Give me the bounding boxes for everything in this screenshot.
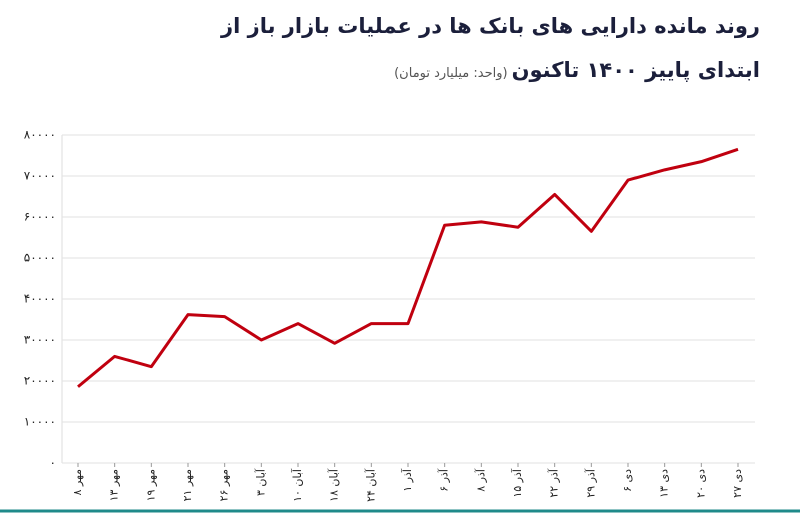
x-tick-label: ۱۸ آبان — [327, 468, 341, 502]
x-tick-label: ۲۰ دی — [694, 469, 707, 498]
x-tick-label: ۲۲ آذر — [547, 468, 561, 498]
y-tick-label: ۷۰۰۰۰ — [24, 169, 56, 183]
x-tick-label: ۱ آذر — [400, 468, 414, 492]
y-tick-label: ۶۰۰۰۰ — [24, 210, 56, 224]
x-tick-label: ۲۶ مهر — [218, 469, 231, 501]
y-tick-label: ۸۰۰۰۰ — [24, 128, 56, 142]
x-tick-label: ۱۳ مهر — [108, 469, 121, 501]
x-tick-label: ۳ آبان — [253, 468, 267, 496]
data-line — [77, 147, 739, 388]
chart-subtitle: ابتدای پاییز ۱۴۰۰ تاکنون — [511, 58, 760, 82]
x-tick-label: ۲۴ آبان — [363, 468, 377, 502]
y-tick-label: ۵۰۰۰۰ — [24, 251, 56, 265]
x-tick-label: ۶ آذر — [437, 468, 451, 492]
x-tick-label: ۲۷ دی — [731, 469, 744, 498]
y-tick-label: ۳۰۰۰۰ — [24, 333, 56, 347]
x-tick-label: ۸ مهر — [71, 469, 84, 496]
x-tick-label: ۱۵ آذر — [510, 468, 524, 498]
x-tick-label: ۲۹ آذر — [583, 468, 597, 498]
y-tick-label: ۲۰۰۰۰ — [24, 374, 56, 388]
x-tick-label: ۲۱ مهر — [181, 469, 194, 501]
x-tick-label: ۱۹ مهر — [144, 469, 157, 501]
y-tick-label: ۱۰۰۰۰ — [24, 415, 56, 429]
y-tick-label: ۴۰۰۰۰ — [24, 292, 56, 306]
x-tick-label: ۱۳ دی — [658, 469, 671, 498]
subtitle-row: ابتدای پاییز ۱۴۰۰ تاکنون (واحد: میلیارد … — [394, 58, 760, 82]
x-tick-label: ۱۰ آبان — [290, 468, 304, 502]
x-tick-label: ۸ آذر — [473, 468, 487, 492]
y-tick-label: ۰ — [50, 456, 56, 470]
chart-title: روند مانده دارایی های بانک ها در عملیات … — [221, 14, 760, 38]
x-tick-label: ۶ دی — [621, 469, 634, 492]
unit-note: (واحد: میلیارد تومان) — [394, 66, 508, 81]
